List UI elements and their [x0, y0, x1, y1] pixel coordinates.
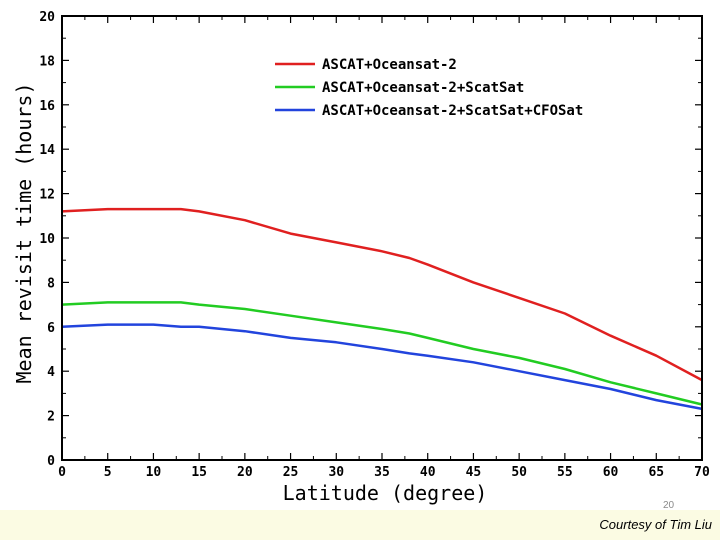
x-tick-label: 20 — [237, 465, 253, 480]
y-tick-label: 0 — [47, 454, 55, 469]
y-tick-label: 8 — [47, 276, 55, 291]
y-tick-label: 6 — [47, 321, 55, 336]
series-line-3 — [61, 323, 703, 411]
chart: 0 5 10 15 20 25 30 35 40 45 50 55 60 65 70 0 2 4 6 8 10 12 14… — [12, 10, 710, 505]
y-tick-label: 20 — [39, 10, 55, 25]
x-tick-label: 10 — [146, 465, 162, 480]
legend-label: ASCAT+Oceansat-2+ScatSat+CFOSat — [322, 103, 583, 119]
y-tick-label: 4 — [47, 365, 55, 380]
y-tick-label: 18 — [39, 54, 55, 69]
x-tick-label: 60 — [603, 465, 619, 480]
x-tick-label: 50 — [511, 465, 527, 480]
y-tick-label: 2 — [47, 410, 55, 425]
plot-frame — [61, 15, 703, 461]
credit-text: Courtesy of Tim Liu — [599, 517, 712, 532]
x-axis-title: Latitude (degree) — [283, 481, 488, 505]
series-lines — [61, 207, 703, 411]
x-tick-label: 30 — [328, 465, 344, 480]
x-tick-label: 70 — [694, 465, 710, 480]
x-tick-label: 45 — [466, 465, 482, 480]
legend-label: ASCAT+Oceansat-2 — [322, 57, 457, 73]
y-axis-ticks: 0 2 4 6 8 10 12 14 16 18 20 — [39, 10, 702, 469]
series-line-2 — [61, 301, 703, 406]
y-tick-label: 12 — [39, 188, 55, 203]
x-tick-label: 40 — [420, 465, 436, 480]
x-tick-label: 5 — [104, 465, 112, 480]
x-tick-label: 15 — [191, 465, 207, 480]
x-axis-ticks: 0 5 10 15 20 25 30 35 40 45 50 55 60 65 70 — [58, 16, 710, 480]
x-tick-label: 55 — [557, 465, 573, 480]
x-tick-label: 25 — [283, 465, 299, 480]
x-tick-label: 0 — [58, 465, 66, 480]
series-line-1 — [61, 207, 703, 382]
x-tick-label: 35 — [374, 465, 390, 480]
x-tick-label: 65 — [648, 465, 664, 480]
y-tick-label: 16 — [39, 99, 55, 114]
footer-band — [0, 510, 720, 540]
page-number: 20 — [663, 500, 675, 511]
legend: ASCAT+Oceansat-2 ASCAT+Oceansat-2+ScatSat… — [275, 57, 583, 119]
y-tick-label: 14 — [39, 143, 55, 158]
legend-label: ASCAT+Oceansat-2+ScatSat — [322, 80, 524, 96]
y-tick-label: 10 — [39, 232, 55, 247]
y-axis-title: Mean revisit time (hours) — [12, 82, 36, 383]
